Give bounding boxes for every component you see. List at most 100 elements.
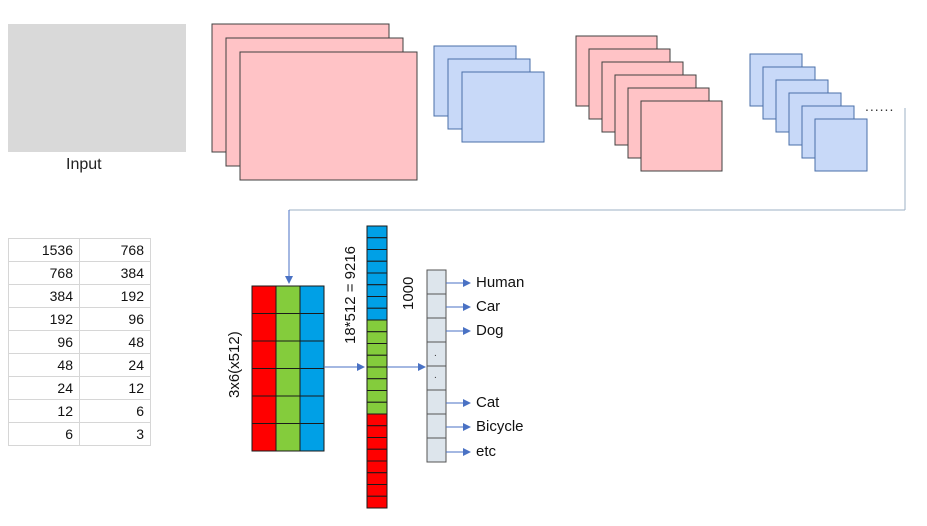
table-cell: 6 (8, 422, 80, 446)
table-row: 12 6 (8, 399, 151, 423)
flatten-cell (366, 460, 388, 474)
feature-cell (299, 423, 325, 452)
flatten-cell (366, 401, 388, 415)
feature-map-label: 3x6(x512) (226, 331, 243, 398)
conv-stack-2 (575, 35, 723, 172)
fc-cell (426, 317, 447, 343)
table-cell: 24 (79, 353, 151, 377)
table-cell: 96 (8, 330, 80, 354)
layer-slice (814, 118, 868, 172)
flatten-cell (366, 366, 388, 380)
dimension-table: 1536 768 768 384 384 192 192 96 96 48 48 24 24 12 12 6 6… (8, 238, 151, 446)
table-row: 384 192 (8, 284, 151, 308)
flatten-cell (366, 307, 388, 321)
feature-cell (251, 395, 277, 424)
table-cell: 1536 (8, 238, 80, 262)
input-label: Input (66, 156, 102, 173)
feature-cell (299, 313, 325, 342)
fc-cell (426, 437, 447, 463)
table-cell: 768 (79, 238, 151, 262)
feature-cell (275, 340, 301, 369)
table-cell: 384 (79, 261, 151, 285)
table-cell: 384 (8, 284, 80, 308)
class-label-etc: etc (476, 443, 497, 460)
flatten-cell (366, 225, 388, 239)
flatten-cell (366, 296, 388, 309)
layer-slice (239, 51, 418, 181)
table-row: 24 12 (8, 376, 151, 400)
more-layers-ellipsis: ...... (865, 98, 895, 114)
flatten-cell (366, 331, 388, 344)
fc-cell (426, 293, 447, 319)
flatten-cell (366, 249, 388, 262)
feature-cell (299, 285, 325, 314)
table-cell: 96 (79, 307, 151, 331)
table-cell: 768 (8, 261, 80, 285)
flatten-cell (366, 237, 388, 250)
flatten-cell (366, 413, 388, 427)
flatten-cell (366, 472, 388, 485)
flatten-cell (366, 272, 388, 286)
class-label-cat: Cat (476, 394, 500, 411)
feature-cell (299, 395, 325, 424)
layer-slice (461, 71, 545, 143)
fc-cell (426, 269, 447, 295)
layer-slice (640, 100, 723, 172)
feature-cell (275, 313, 301, 342)
flatten-cell (366, 437, 388, 450)
connector-line (285, 108, 906, 284)
table-cell: 192 (79, 284, 151, 308)
fc-dot-1: . (434, 348, 437, 359)
flatten-cell (366, 284, 388, 297)
table-cell: 24 (8, 376, 80, 400)
feature-cell (251, 423, 277, 452)
flatten-cell (366, 425, 388, 438)
flatten-cell (366, 343, 388, 356)
feature-cell (299, 340, 325, 369)
flatten-cell (366, 495, 388, 509)
table-cell: 6 (79, 399, 151, 423)
feature-map-grid (251, 285, 365, 452)
table-row: 768 384 (8, 261, 151, 285)
table-cell: 192 (8, 307, 80, 331)
pool-stack-1 (433, 45, 545, 143)
table-cell: 12 (8, 399, 80, 423)
feature-cell (251, 285, 277, 314)
fc-cell (426, 413, 447, 439)
fc-size-label: 1000 (400, 276, 417, 310)
input-image (8, 24, 186, 152)
feature-cell (251, 340, 277, 369)
flatten-cell (366, 378, 388, 391)
fc-output-vector (426, 269, 447, 463)
feature-cell (299, 368, 325, 397)
table-row: 96 48 (8, 330, 151, 354)
class-label-human: Human (476, 274, 525, 291)
table-row: 192 96 (8, 307, 151, 331)
flatten-cell (366, 484, 388, 497)
table-row: 48 24 (8, 353, 151, 377)
flatten-vector (366, 225, 426, 509)
feature-cell (275, 285, 301, 314)
class-label-bicycle: Bicycle (476, 418, 524, 435)
flatten-cell (366, 319, 388, 333)
class-label-car: Car (476, 298, 501, 315)
fc-dot-2: . (434, 370, 437, 381)
flatten-cell (366, 448, 388, 462)
class-arrows (446, 279, 471, 456)
feature-cell (275, 395, 301, 424)
feature-cell (275, 423, 301, 452)
table-cell: 3 (79, 422, 151, 446)
flatten-cell (366, 390, 388, 403)
input-rect (8, 24, 186, 152)
flatten-label: 18*512 = 9216 (342, 245, 359, 344)
table-cell: 48 (79, 330, 151, 354)
flatten-cell (366, 260, 388, 274)
fc-cell (426, 389, 447, 415)
pool-stack-2 (749, 53, 868, 172)
class-label-dog: Dog (476, 322, 504, 339)
table-cell: 48 (8, 353, 80, 377)
conv-stack-1 (211, 23, 418, 181)
feature-cell (251, 368, 277, 397)
